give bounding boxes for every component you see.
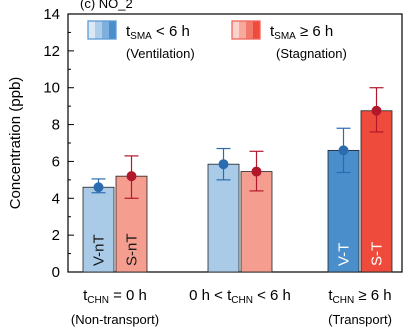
legend-label: tSMA < 6 h bbox=[126, 23, 190, 42]
legend-swatch bbox=[87, 20, 117, 40]
legend-label: tSMA ≥ 6 h bbox=[270, 23, 333, 42]
legend-swatch-band bbox=[232, 21, 239, 39]
y-tick-label: 12 bbox=[43, 43, 60, 60]
legend-swatch-band bbox=[253, 21, 260, 39]
bar-label: S-nT bbox=[124, 233, 141, 266]
bar-ventilation-1 bbox=[207, 163, 240, 273]
y-tick-label: 14 bbox=[43, 6, 60, 23]
y-tick-label: 4 bbox=[52, 190, 60, 207]
x-category-desc: (Transport) bbox=[328, 312, 392, 327]
chart-title-fragment: (c) NO_2 bbox=[80, 0, 133, 11]
x-category-label: 0 h < tCHN < 6 h bbox=[189, 287, 291, 306]
x-category-label: tCHN = 0 h bbox=[83, 287, 147, 306]
mean-marker bbox=[126, 171, 137, 182]
y-tick-label: 2 bbox=[52, 227, 60, 244]
mean-marker bbox=[338, 145, 349, 156]
legend-swatch-band bbox=[246, 21, 253, 39]
x-category-desc: (Non-transport) bbox=[71, 312, 159, 327]
bar-label: S-T bbox=[369, 242, 386, 266]
legend-desc: (Stagnation) bbox=[276, 46, 347, 61]
legend-swatch-band bbox=[95, 21, 102, 39]
bar-label: V-T bbox=[336, 243, 353, 266]
mean-marker bbox=[371, 105, 382, 116]
legend-desc: (Ventilation) bbox=[126, 46, 195, 61]
y-tick-label: 10 bbox=[43, 80, 60, 97]
bar-label: V-nT bbox=[91, 234, 108, 266]
y-tick-label: 6 bbox=[52, 153, 60, 170]
y-tick-label: 8 bbox=[52, 117, 60, 134]
legend-entry-1: tSMA ≥ 6 h (Stagnation) bbox=[231, 20, 347, 61]
x-category-label: tCHN ≥ 6 h bbox=[328, 287, 391, 306]
legend-swatch-band bbox=[109, 21, 116, 39]
mean-marker bbox=[251, 166, 262, 177]
legend-swatch-band bbox=[88, 21, 95, 39]
mean-marker bbox=[93, 182, 104, 193]
mean-marker bbox=[218, 159, 229, 170]
legend-swatch-band bbox=[102, 21, 109, 39]
bar-stagnation-2 bbox=[360, 110, 393, 273]
legend-entry-0: tSMA < 6 h (Ventilation) bbox=[87, 20, 195, 61]
legend-swatch bbox=[231, 20, 261, 40]
y-tick-label: 0 bbox=[52, 264, 60, 281]
legend-swatch-band bbox=[239, 21, 246, 39]
y-axis-label: Concentration (ppb) bbox=[7, 77, 24, 210]
